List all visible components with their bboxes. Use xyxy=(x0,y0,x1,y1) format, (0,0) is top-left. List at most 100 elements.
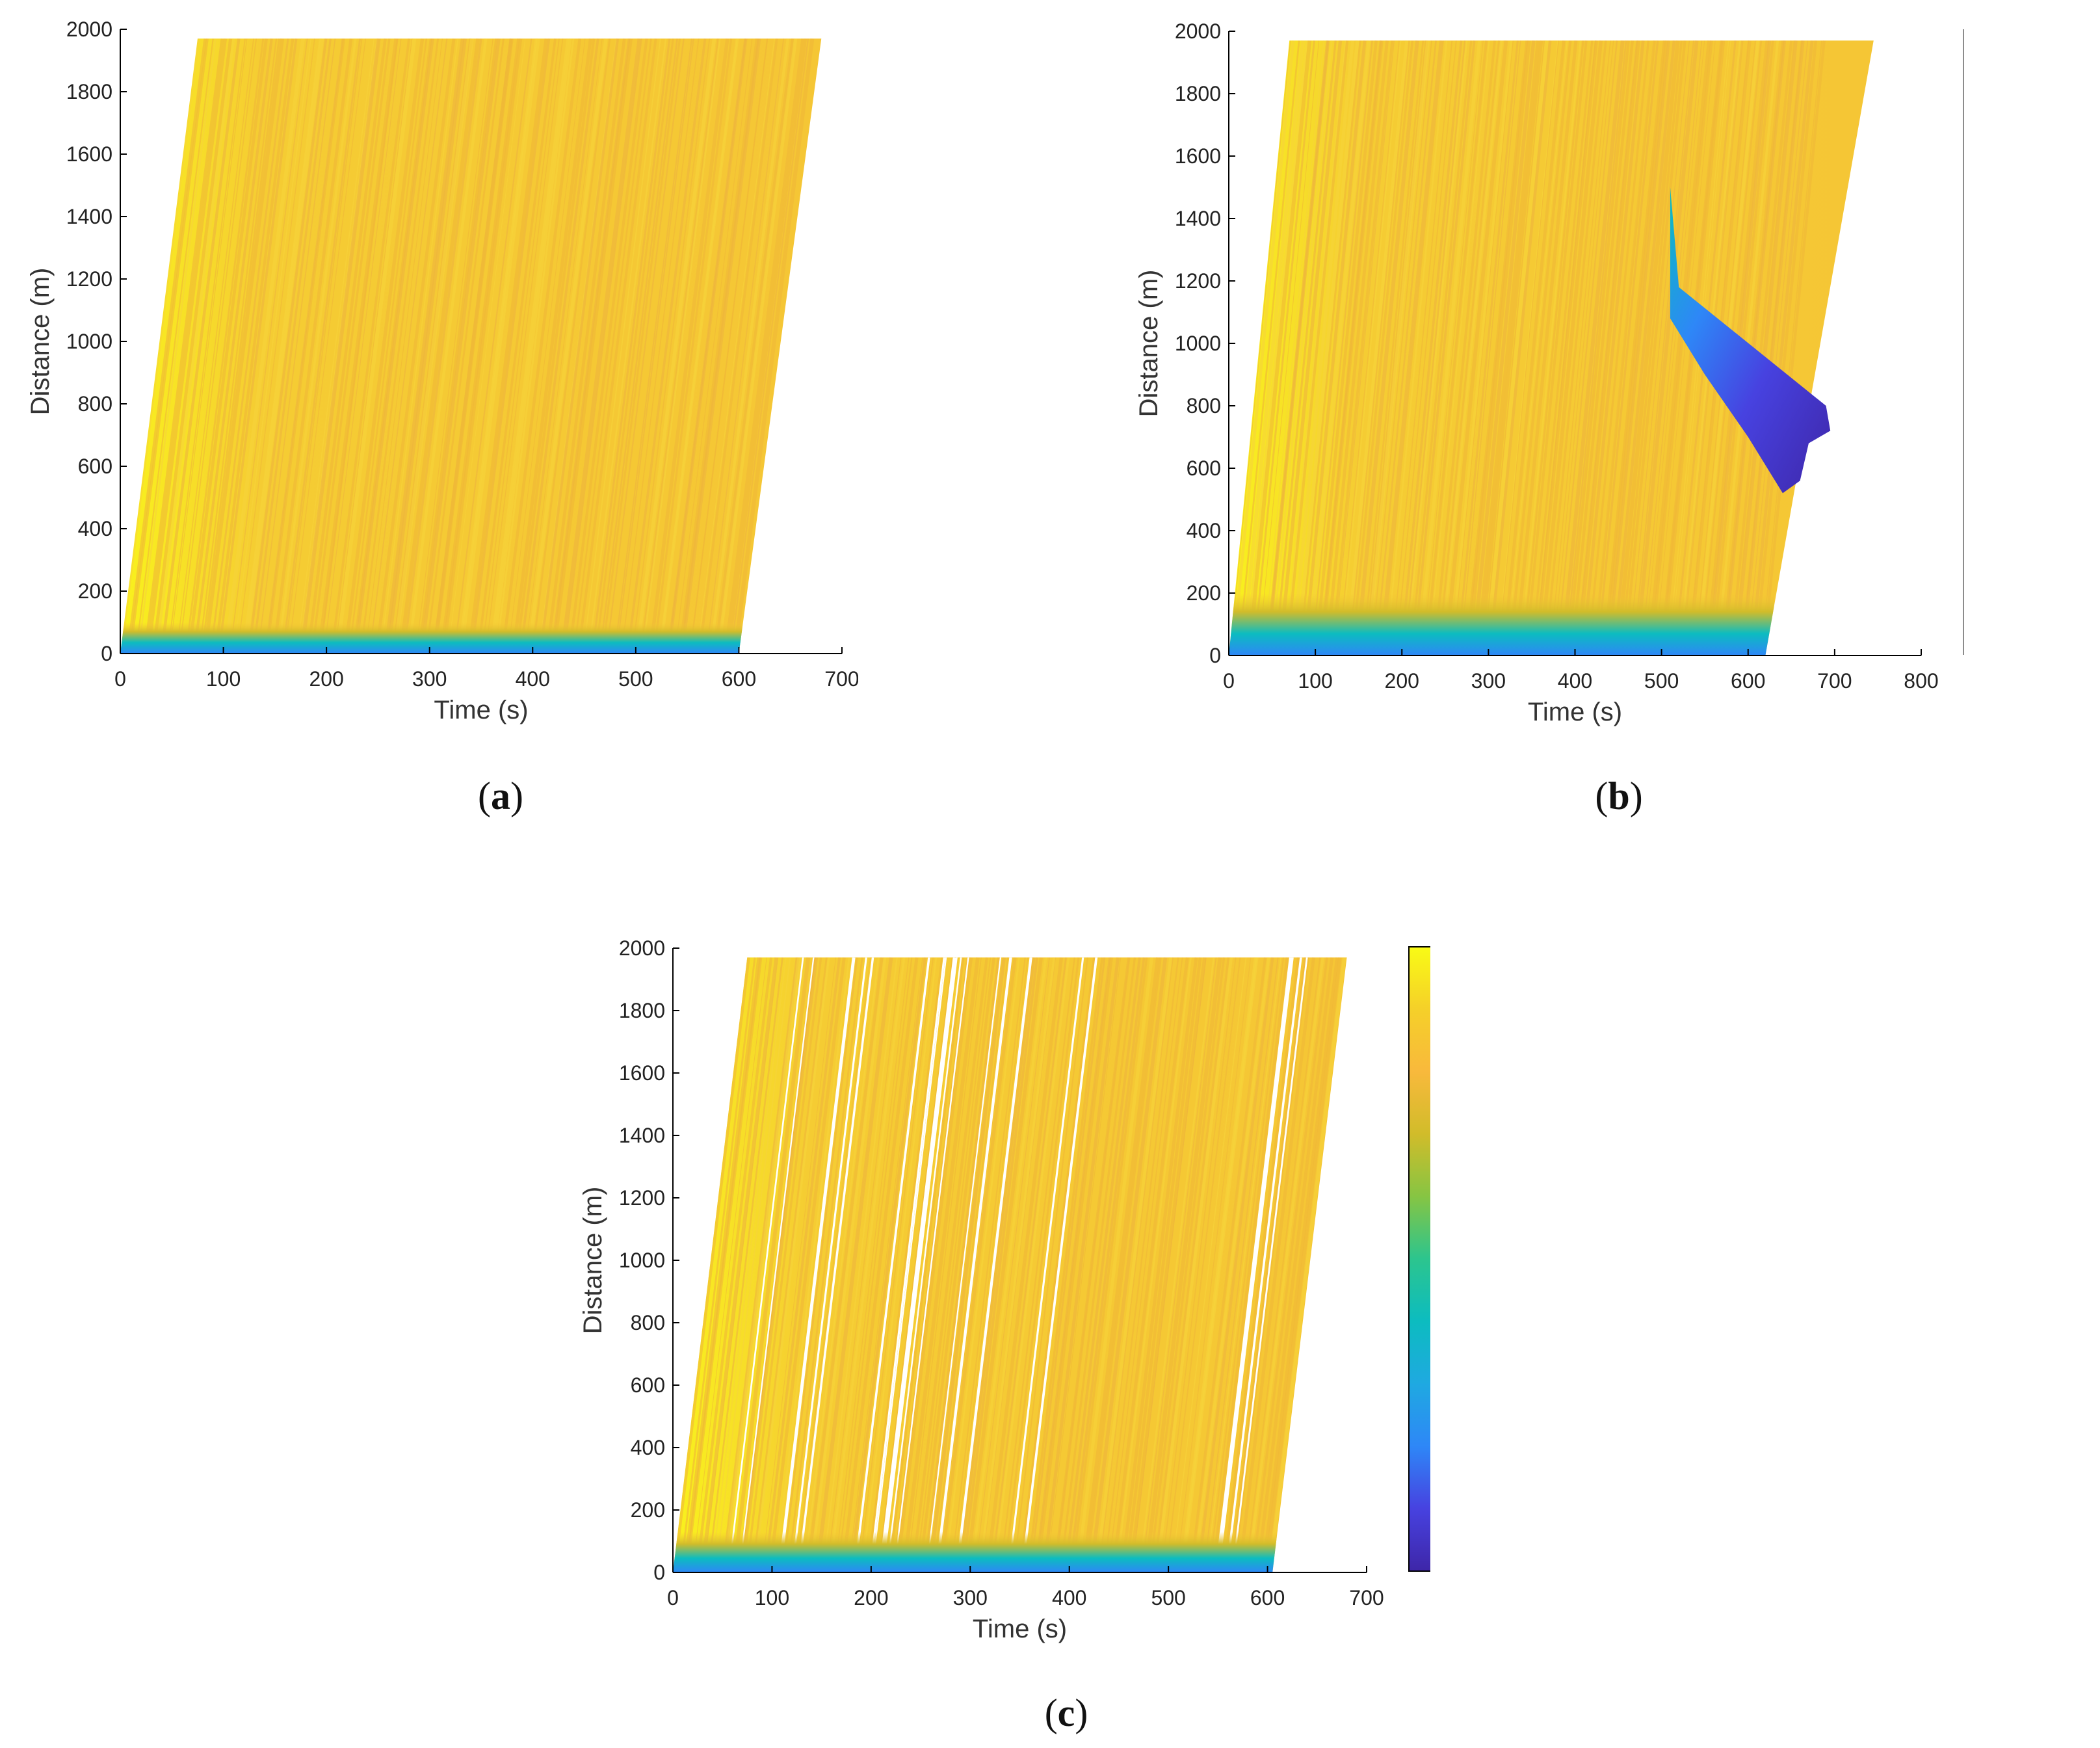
trajectory-streak xyxy=(723,957,802,1572)
trajectory-streak xyxy=(511,38,592,654)
trajectory-streak xyxy=(1595,40,1659,656)
trajectory-streak xyxy=(1029,957,1106,1572)
trajectory-streak xyxy=(1284,40,1347,656)
trajectory-streak xyxy=(323,38,402,654)
trajectory-streak xyxy=(774,957,850,1572)
trajectory-streak xyxy=(965,957,1043,1572)
trajectory-streak xyxy=(970,957,1047,1572)
y-tick-label: 600 xyxy=(78,455,112,478)
y-tick-label: 2000 xyxy=(1175,20,1221,43)
trajectory-streak xyxy=(1385,40,1448,656)
trajectory-streak xyxy=(237,38,315,654)
trajectory-streak xyxy=(1115,957,1192,1572)
trajectory-streak xyxy=(432,38,514,654)
y-tick-label: 1600 xyxy=(1175,144,1221,168)
y-axis-label: Distance (m) xyxy=(26,268,55,416)
trajectory-streak xyxy=(1370,40,1432,656)
trajectory-streak xyxy=(1252,40,1315,656)
trajectory-streak xyxy=(1097,957,1174,1572)
trajectory-streak xyxy=(407,38,488,654)
trajectory-streak xyxy=(815,957,893,1572)
trajectory-streak xyxy=(1018,957,1095,1572)
trajectory-streak xyxy=(906,957,982,1572)
trajectory-streak xyxy=(599,38,678,654)
trajectory-streak xyxy=(241,38,321,654)
trajectory-streak xyxy=(1439,40,1503,656)
trajectory-streak xyxy=(352,38,432,654)
low-speed-band xyxy=(120,622,750,654)
trajectory-streak xyxy=(705,38,784,654)
trajectory-streak xyxy=(1581,40,1645,656)
y-tick-label: 0 xyxy=(101,642,112,665)
trajectory-streak xyxy=(1233,957,1309,1572)
x-tick-label: 600 xyxy=(1731,669,1765,693)
trajectory-streak xyxy=(753,957,830,1572)
trajectory-streak xyxy=(415,38,493,654)
trajectory-streak xyxy=(135,38,214,654)
x-tick-label: 200 xyxy=(1385,669,1419,693)
trajectory-streak xyxy=(519,38,599,654)
trajectory-streak xyxy=(1649,40,1713,656)
trajectory-streak xyxy=(1410,40,1473,656)
trajectory-streak xyxy=(1165,957,1241,1572)
trajectory-streak xyxy=(1437,40,1501,656)
trajectory-streak xyxy=(1229,40,1291,656)
trajectory-gap xyxy=(1216,957,1294,1572)
trajectory-streak xyxy=(1338,40,1400,656)
trajectory-streak xyxy=(895,957,973,1572)
trajectory-streak xyxy=(615,38,694,654)
trajectory-streak xyxy=(272,38,353,654)
trajectory-streak xyxy=(640,38,720,654)
trajectory-gap xyxy=(935,957,1012,1572)
trajectory-gap xyxy=(881,957,958,1572)
trajectory-streak xyxy=(822,957,898,1572)
trajectory-streak xyxy=(631,38,711,654)
trajectory-streak xyxy=(538,38,620,654)
trajectory-streak xyxy=(915,957,991,1572)
colorbar xyxy=(1408,946,1430,1572)
trajectory-streak xyxy=(648,38,729,654)
trajectory-streak xyxy=(714,38,795,654)
trajectory-streak xyxy=(501,38,582,654)
trajectory-streak xyxy=(787,957,863,1572)
x-tick-label: 0 xyxy=(114,667,126,691)
trajectory-streak xyxy=(711,957,787,1572)
y-tick-label: 1200 xyxy=(619,1186,665,1210)
trajectory-streak xyxy=(217,38,298,654)
trajectory-streak xyxy=(1424,40,1488,656)
trajectory-streak xyxy=(1391,40,1453,656)
y-tick-label: 600 xyxy=(631,1373,665,1397)
trajectory-streak xyxy=(319,38,399,654)
trajectory-streak xyxy=(1229,957,1307,1572)
trajectory-gap xyxy=(797,957,874,1572)
trajectory-streak xyxy=(1623,40,1687,656)
trajectory-streak xyxy=(724,38,805,654)
trajectory-streak xyxy=(1466,40,1531,656)
trajectory-streak xyxy=(733,38,815,654)
trajectory-streak xyxy=(354,38,434,654)
y-tick-label: 2000 xyxy=(619,936,665,960)
trajectory-streak xyxy=(763,957,841,1572)
trajectory-streak xyxy=(1314,40,1378,656)
trajectory-streak xyxy=(1361,40,1424,656)
low-speed-band xyxy=(673,1531,1283,1572)
x-tick-label: 100 xyxy=(755,1586,789,1609)
trajectory-streak xyxy=(1124,957,1202,1572)
trajectory-streak xyxy=(457,38,538,654)
trajectory-streak xyxy=(761,957,837,1572)
trajectory-streak xyxy=(1045,957,1122,1572)
trajectory-streak xyxy=(155,38,235,654)
trajectory-streak xyxy=(1141,957,1217,1572)
trajectory-streak xyxy=(591,38,671,654)
trajectory-streak xyxy=(287,38,367,654)
trajectory-streak xyxy=(1555,40,1618,656)
trajectory-streak xyxy=(120,38,200,654)
trajectory-gap xyxy=(956,957,1032,1572)
trajectory-streak xyxy=(1138,957,1215,1572)
trajectory-streak xyxy=(551,38,633,654)
trajectory-streak xyxy=(1103,957,1179,1572)
trajectory-streak xyxy=(1570,40,1634,656)
trajectory-streak xyxy=(1107,957,1183,1572)
x-tick-label: 800 xyxy=(1904,669,1938,693)
trajectory-streak xyxy=(826,957,902,1572)
